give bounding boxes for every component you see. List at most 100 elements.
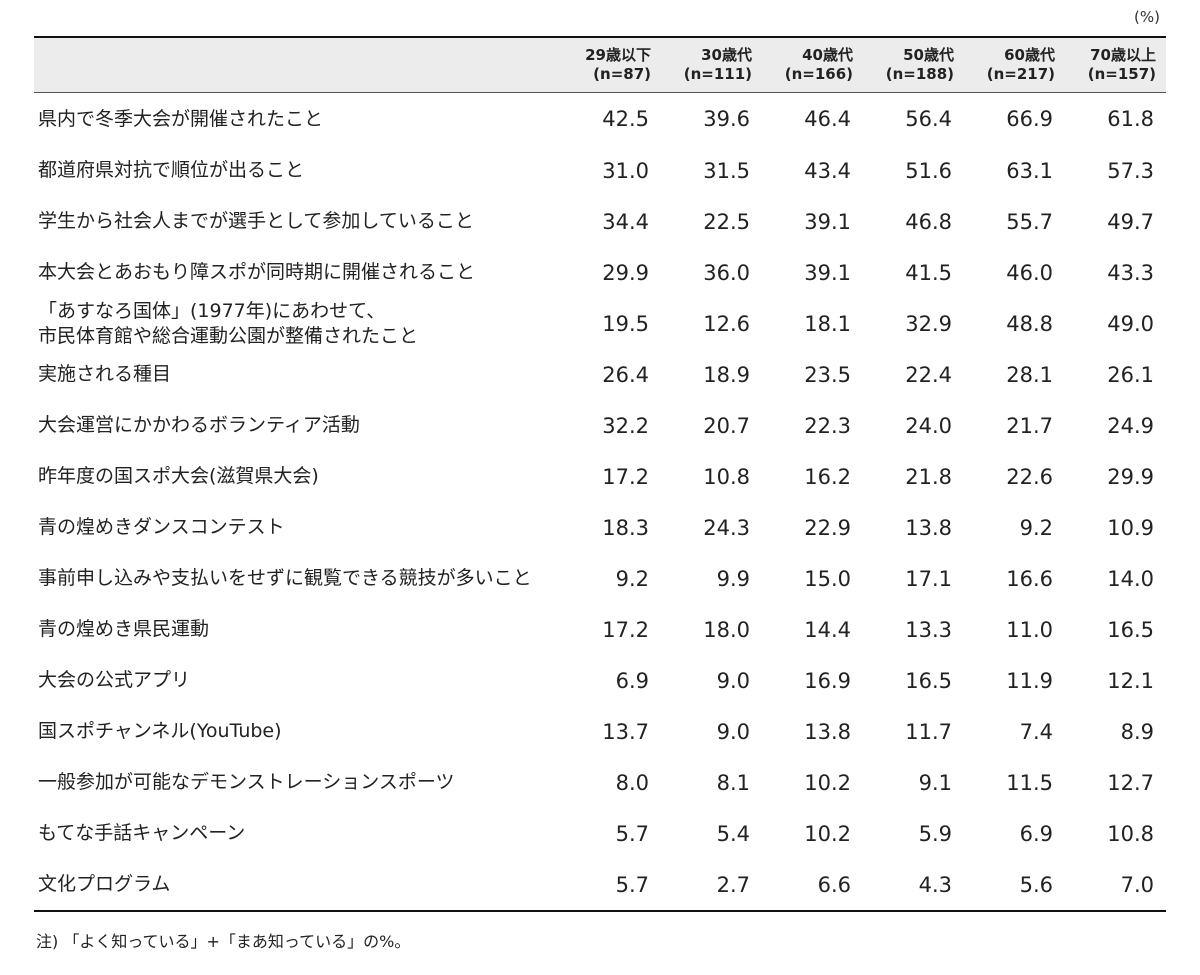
row-label-line: 事前申し込みや支払いをせずに観覧できる競技が多いこと [38, 567, 532, 589]
value-cell: 51.6 [905, 158, 952, 183]
unit-label: (%) [1134, 8, 1160, 26]
row-label-line: 大会運営にかかわるボランティア活動 [38, 414, 360, 436]
row-label: 昨年度の国スポ大会(滋賀県大会) [34, 451, 560, 502]
row-label-line: 大会の公式アプリ [38, 669, 191, 691]
value-cell: 22.3 [804, 413, 851, 438]
value-cell: 29.9 [1107, 464, 1154, 489]
value-cell: 39.1 [804, 209, 851, 234]
value-cell: 18.3 [602, 515, 649, 540]
value-cell: 11.9 [1006, 668, 1053, 693]
header-label-cell [34, 36, 560, 93]
row-label: 国スポチャンネル(YouTube) [34, 706, 560, 757]
table-row: 学生から社会人までが選手として参加していること 34.4 22.5 39.1 46.8 5… [34, 196, 1166, 247]
value-cell: 26.1 [1107, 362, 1154, 387]
column-header-n: (n=157) [1087, 65, 1156, 83]
value-cell: 46.8 [905, 209, 952, 234]
value-cell: 13.8 [905, 515, 952, 540]
row-label-line: 実施される種目 [38, 363, 172, 385]
footnote: 注) 「よく知っている」+「まあ知っている」の%。 [36, 932, 411, 951]
row-label-line: 文化プログラム [38, 873, 171, 895]
row-label: 青の煌めきダンスコンテスト [34, 502, 560, 553]
value-cell: 22.6 [1006, 464, 1053, 489]
row-label: 大会の公式アプリ [34, 655, 560, 706]
value-cell: 6.9 [1019, 821, 1053, 846]
table-row: 本大会とあおもり障スポが同時期に開催されること 29.9 36.0 39.1 41.5 4… [34, 247, 1166, 298]
table-row: 文化プログラム 5.7 2.7 6.6 4.3 5.6 7.0 [34, 859, 1166, 912]
table-row: 一般参加が可能なデモンストレーションスポーツ 8.0 8.1 10.2 9.1 11.5 1… [34, 757, 1166, 808]
value-cell: 7.4 [1019, 719, 1053, 744]
value-cell: 55.7 [1006, 209, 1053, 234]
value-cell: 19.5 [602, 311, 649, 336]
survey-table: 29歳以下 (n=87) 30歳代 (n=111) 40歳代 (n=166) 5… [34, 36, 1166, 912]
table-row: 事前申し込みや支払いをせずに観覧できる競技が多いこと 9.2 9.9 15.0 17.1… [34, 553, 1166, 604]
value-cell: 12.6 [703, 311, 750, 336]
row-label: 「あすなろ国体」(1977年)にあわせて、 市民体育館や総合運動公園が整備されたこ… [34, 298, 560, 349]
value-cell: 10.8 [703, 464, 750, 489]
row-label: 都道府県対抗で順位が出ること [34, 145, 560, 196]
value-cell: 14.0 [1107, 566, 1154, 591]
value-cell: 18.9 [703, 362, 750, 387]
row-label-line: 一般参加が可能なデモンストレーションスポーツ [38, 771, 455, 793]
value-cell: 8.0 [615, 770, 649, 795]
value-cell: 5.6 [964, 859, 1065, 912]
value-cell: 26.4 [602, 362, 649, 387]
value-cell: 4.3 [863, 859, 964, 912]
column-header-n: (n=87) [593, 65, 651, 83]
value-cell: 17.1 [905, 566, 952, 591]
value-cell: 9.0 [716, 668, 750, 693]
table-row: もてな手話キャンペーン 5.7 5.4 10.2 5.9 6.9 10.8 [34, 808, 1166, 859]
value-cell: 21.8 [905, 464, 952, 489]
value-cell: 39.1 [804, 260, 851, 285]
value-cell: 5.4 [716, 821, 750, 846]
table-row: 県内で冬季大会が開催されたこと 42.5 39.6 46.4 56.4 66.9 61.8 [34, 93, 1166, 146]
value-cell: 8.1 [716, 770, 750, 795]
value-cell: 48.8 [1006, 311, 1053, 336]
value-cell: 11.0 [1006, 617, 1053, 642]
value-cell: 24.0 [905, 413, 952, 438]
column-header: 40歳代 (n=166) [762, 36, 863, 93]
table-row: 大会運営にかかわるボランティア活動 32.2 20.7 22.3 24.0 21.7 24.… [34, 400, 1166, 451]
column-header: 30歳代 (n=111) [661, 36, 762, 93]
value-cell: 22.4 [905, 362, 952, 387]
table-row: 青の煌めきダンスコンテスト 18.3 24.3 22.9 13.8 9.2 10.9 [34, 502, 1166, 553]
value-cell: 32.9 [905, 311, 952, 336]
value-cell: 16.2 [804, 464, 851, 489]
row-label: 青の煌めき県民運動 [34, 604, 560, 655]
table-row: 昨年度の国スポ大会(滋賀県大会) 17.2 10.8 16.2 21.8 22.6 29.9 [34, 451, 1166, 502]
row-label-line: 県内で冬季大会が開催されたこと [38, 107, 324, 130]
column-header: 50歳代 (n=188) [863, 36, 964, 93]
row-label: 本大会とあおもり障スポが同時期に開催されること [34, 247, 560, 298]
column-header-age: 60歳代 [1004, 46, 1055, 64]
value-cell: 12.1 [1107, 668, 1154, 693]
value-cell: 24.9 [1107, 413, 1154, 438]
column-header-age: 30歳代 [701, 46, 752, 64]
value-cell: 24.3 [703, 515, 750, 540]
value-cell: 9.9 [716, 566, 750, 591]
value-cell: 56.4 [905, 107, 952, 131]
value-cell: 6.6 [762, 859, 863, 912]
row-label-line: 学生から社会人までが選手として参加していること [38, 210, 474, 232]
table-header: 29歳以下 (n=87) 30歳代 (n=111) 40歳代 (n=166) 5… [34, 36, 1166, 93]
value-cell: 2.7 [661, 859, 762, 912]
value-cell: 32.2 [602, 413, 649, 438]
row-label-line: 本大会とあおもり障スポが同時期に開催されること [38, 261, 476, 283]
row-label: 一般参加が可能なデモンストレーションスポーツ [34, 757, 560, 808]
column-header-n: (n=217) [986, 65, 1055, 83]
value-cell: 46.0 [1006, 260, 1053, 285]
column-header-age: 40歳代 [802, 46, 853, 64]
value-cell: 9.0 [716, 719, 750, 744]
row-label: 県内で冬季大会が開催されたこと [34, 93, 560, 146]
value-cell: 10.2 [804, 770, 851, 795]
value-cell: 34.4 [602, 209, 649, 234]
value-cell: 15.0 [804, 566, 851, 591]
value-cell: 5.7 [560, 859, 661, 912]
value-cell: 43.4 [804, 158, 851, 183]
row-label-line: 「あすなろ国体」(1977年)にあわせて、 [38, 299, 386, 322]
value-cell: 22.5 [703, 209, 750, 234]
value-cell: 9.2 [1019, 515, 1053, 540]
column-header-age: 29歳以下 [585, 46, 651, 64]
row-label-line: 昨年度の国スポ大会(滋賀県大会) [38, 465, 319, 487]
row-label-line: もてな手話キャンペーン [38, 822, 246, 844]
table-row: 都道府県対抗で順位が出ること 31.0 31.5 43.4 51.6 63.1 57.3 [34, 145, 1166, 196]
value-cell: 22.9 [804, 515, 851, 540]
